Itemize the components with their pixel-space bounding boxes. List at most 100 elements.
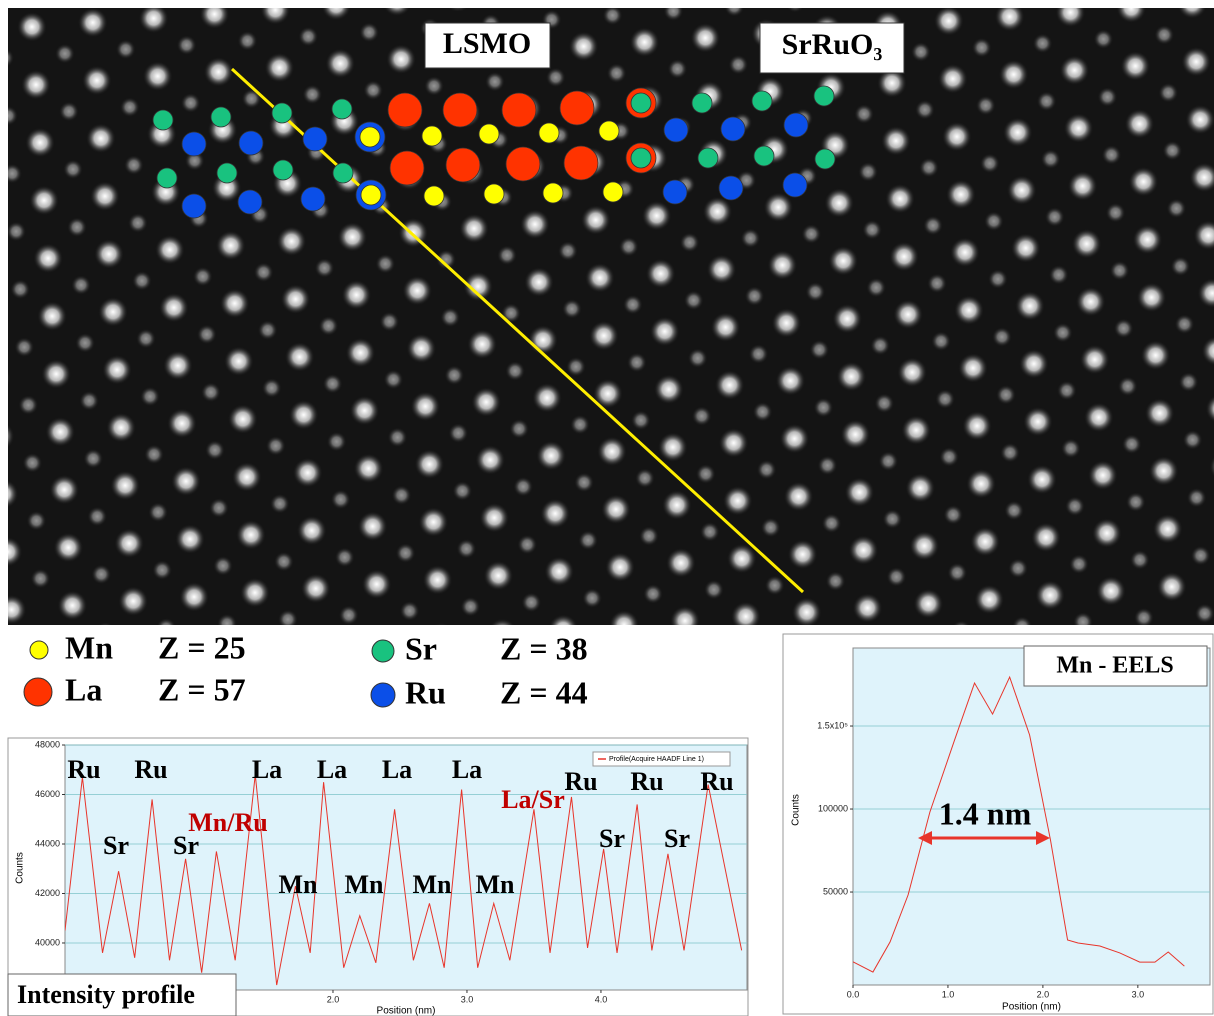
atom <box>442 92 478 128</box>
atom <box>691 92 713 114</box>
legend-z: Z = 38 <box>500 630 588 666</box>
legend-z: Z = 44 <box>500 674 588 710</box>
annotation: Sr <box>599 824 625 853</box>
annotation: La <box>252 755 282 784</box>
profile-line <box>230 67 805 594</box>
atom <box>216 162 238 184</box>
atom <box>542 182 564 204</box>
annotation: Mn <box>413 870 453 899</box>
x-axis-label: Position (nm) <box>377 1006 436 1016</box>
legend-element: La <box>65 671 102 707</box>
element-legend: Mn Z = 25 La Z = 57 Sr Z = 38 Ru Z = 44 <box>23 629 588 710</box>
label-box <box>424 22 551 69</box>
atom <box>662 179 688 205</box>
atom <box>783 112 809 138</box>
image-label: LSMO <box>443 27 531 60</box>
y-tick-label: 1.5x10⁵ <box>817 720 848 730</box>
y-tick-label: 42000 <box>35 888 60 898</box>
atom <box>559 90 595 126</box>
y-tick-label: 100000 <box>818 803 848 813</box>
atom <box>697 147 719 169</box>
annotation: Mn <box>345 870 385 899</box>
atom <box>813 85 835 107</box>
atom <box>237 189 263 215</box>
annotation: La/Sr <box>501 785 565 814</box>
x-tick-label: 2.0 <box>1037 989 1050 999</box>
annotation: La <box>382 755 412 784</box>
data-line <box>853 675 1185 973</box>
atom <box>360 184 382 206</box>
legend-z: Z = 57 <box>158 671 246 707</box>
annotation: Mn <box>279 870 319 899</box>
x-tick-label: 0.0 <box>847 989 860 999</box>
atom <box>630 147 652 169</box>
atom <box>478 123 500 145</box>
atom <box>271 102 293 124</box>
atom <box>483 183 505 205</box>
atom <box>331 98 353 120</box>
x-tick-label: 3.0 <box>1132 989 1145 999</box>
annotation: La <box>452 755 482 784</box>
annotation: La <box>317 755 347 784</box>
atom <box>598 120 620 142</box>
atom <box>359 126 381 148</box>
x-tick-label: 4.0 <box>595 994 608 1004</box>
y-tick-label: 46000 <box>35 789 60 799</box>
y-tick-label: 50000 <box>823 886 848 896</box>
atom <box>181 193 207 219</box>
annotation: Ru <box>700 767 733 796</box>
atom <box>751 90 773 112</box>
atom <box>181 131 207 157</box>
annotation: Ru <box>630 767 663 796</box>
x-tick-label: 3.0 <box>461 994 474 1004</box>
annotation: Mn/Ru <box>188 808 267 837</box>
annotation: Ru <box>564 767 597 796</box>
x-tick-label: 1.0 <box>942 989 955 999</box>
legend-element: Sr <box>405 630 437 666</box>
atom <box>718 175 744 201</box>
legend-z: Z = 25 <box>158 629 246 665</box>
annotation: Mn <box>476 870 516 899</box>
atom <box>538 122 560 144</box>
atom <box>210 106 232 128</box>
atom <box>272 159 294 181</box>
atom <box>421 125 443 147</box>
atom <box>389 150 425 186</box>
image-label: SrRuO₃ <box>782 28 883 61</box>
y-tick-label: 40000 <box>35 937 60 947</box>
legend-swatch <box>29 640 49 660</box>
y-tick-label: 48000 <box>35 739 60 749</box>
eels-chart: 50000 100000 1.5x10⁵ 0.0 1.0 2.0 3.0 Position (… <box>791 645 1211 1013</box>
legend-swatch <box>370 682 396 708</box>
atom <box>423 185 445 207</box>
plot-area <box>852 647 1211 986</box>
atom <box>156 167 178 189</box>
chart-title: Mn - EELS <box>1056 653 1173 679</box>
label-box <box>759 22 905 74</box>
atom <box>501 92 537 128</box>
atom <box>445 147 481 183</box>
stem-image <box>8 8 1214 625</box>
annotation: Sr <box>173 831 199 860</box>
intensity-chart: 40000 42000 44000 46000 48000 2.0 3.0 4.0 Positi… <box>7 739 748 1016</box>
plot-area <box>64 744 748 991</box>
atom <box>814 148 836 170</box>
y-tick-label: 44000 <box>35 838 60 848</box>
x-tick-label: 2.0 <box>327 994 340 1004</box>
y-axis-label: Counts <box>15 852 26 884</box>
legend-swatch <box>23 677 53 707</box>
arrow-head <box>918 831 932 845</box>
atom <box>300 186 326 212</box>
atom <box>563 145 599 181</box>
atom <box>302 126 328 152</box>
annotation: Sr <box>103 831 129 860</box>
atom <box>152 109 174 131</box>
atom <box>602 181 624 203</box>
legend-box <box>592 751 731 767</box>
atom <box>753 145 775 167</box>
atom <box>663 117 689 143</box>
annotation: Ru <box>67 755 100 784</box>
x-axis-label: Position (nm) <box>1002 1002 1061 1013</box>
legend-swatch <box>371 639 395 663</box>
